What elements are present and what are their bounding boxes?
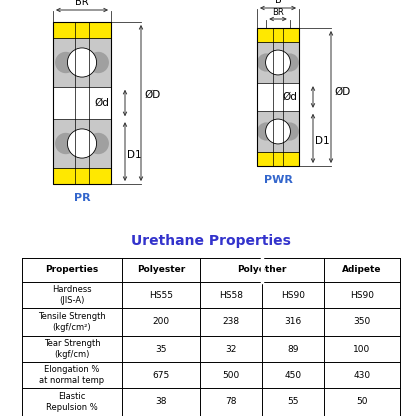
Circle shape: [87, 52, 109, 73]
Circle shape: [281, 53, 299, 72]
Text: 238: 238: [223, 317, 240, 327]
Bar: [53, 168, 111, 184]
Text: HS55: HS55: [149, 290, 173, 300]
Text: Polyester: Polyester: [137, 265, 185, 275]
Text: PR: PR: [74, 193, 90, 203]
Text: 50: 50: [356, 398, 368, 406]
Text: Elastic
Repulsion %: Elastic Repulsion %: [46, 392, 98, 412]
Bar: [53, 87, 111, 119]
Text: Ød: Ød: [282, 92, 297, 102]
Text: Elongation %
at normal temp: Elongation % at normal temp: [40, 365, 104, 385]
Bar: [257, 111, 299, 152]
Circle shape: [87, 133, 109, 154]
Text: HS90: HS90: [281, 290, 305, 300]
Bar: [53, 119, 111, 168]
Circle shape: [67, 48, 97, 77]
Text: 89: 89: [287, 344, 299, 354]
Text: 430: 430: [354, 371, 371, 379]
Text: Polyether: Polyether: [237, 265, 287, 275]
Text: 200: 200: [152, 317, 170, 327]
Text: Properties: Properties: [45, 265, 99, 275]
Text: Ød: Ød: [94, 98, 109, 108]
Bar: [257, 28, 299, 42]
Bar: [257, 42, 299, 83]
Circle shape: [55, 133, 77, 154]
Text: BR: BR: [272, 8, 284, 17]
Bar: [53, 22, 111, 38]
Text: HS90: HS90: [350, 290, 374, 300]
Text: D1: D1: [315, 136, 329, 146]
Text: BR: BR: [75, 0, 89, 7]
Bar: [53, 38, 111, 87]
Text: Hardness
(JIS-A): Hardness (JIS-A): [52, 285, 92, 305]
Text: D1: D1: [127, 150, 141, 160]
Bar: [53, 22, 111, 184]
Text: B: B: [275, 0, 281, 5]
Text: ØD: ØD: [144, 90, 160, 100]
Text: Adipete: Adipete: [342, 265, 382, 275]
Text: 350: 350: [353, 317, 371, 327]
Text: 450: 450: [285, 371, 302, 379]
Text: 38: 38: [155, 398, 167, 406]
Text: ØD: ØD: [334, 87, 350, 97]
Circle shape: [55, 52, 77, 73]
Text: 78: 78: [225, 398, 237, 406]
Bar: [257, 152, 299, 166]
Bar: [257, 83, 299, 111]
Text: 35: 35: [155, 344, 167, 354]
Text: 100: 100: [353, 344, 371, 354]
Text: Urethane Properties: Urethane Properties: [131, 234, 291, 248]
Circle shape: [257, 122, 275, 141]
Bar: [257, 28, 299, 166]
Circle shape: [281, 122, 299, 141]
Text: Tear Strength
(kgf/cm): Tear Strength (kgf/cm): [44, 339, 100, 359]
Text: 55: 55: [287, 398, 299, 406]
Text: Tensile Strength
(kgf/cm²): Tensile Strength (kgf/cm²): [38, 312, 106, 332]
Text: PWR: PWR: [264, 175, 292, 185]
Text: 675: 675: [152, 371, 170, 379]
Circle shape: [67, 129, 97, 158]
Circle shape: [257, 53, 275, 72]
Text: HS58: HS58: [219, 290, 243, 300]
Text: 500: 500: [223, 371, 240, 379]
Text: 32: 32: [225, 344, 237, 354]
Text: 316: 316: [285, 317, 302, 327]
Circle shape: [265, 119, 290, 144]
Circle shape: [265, 50, 290, 75]
